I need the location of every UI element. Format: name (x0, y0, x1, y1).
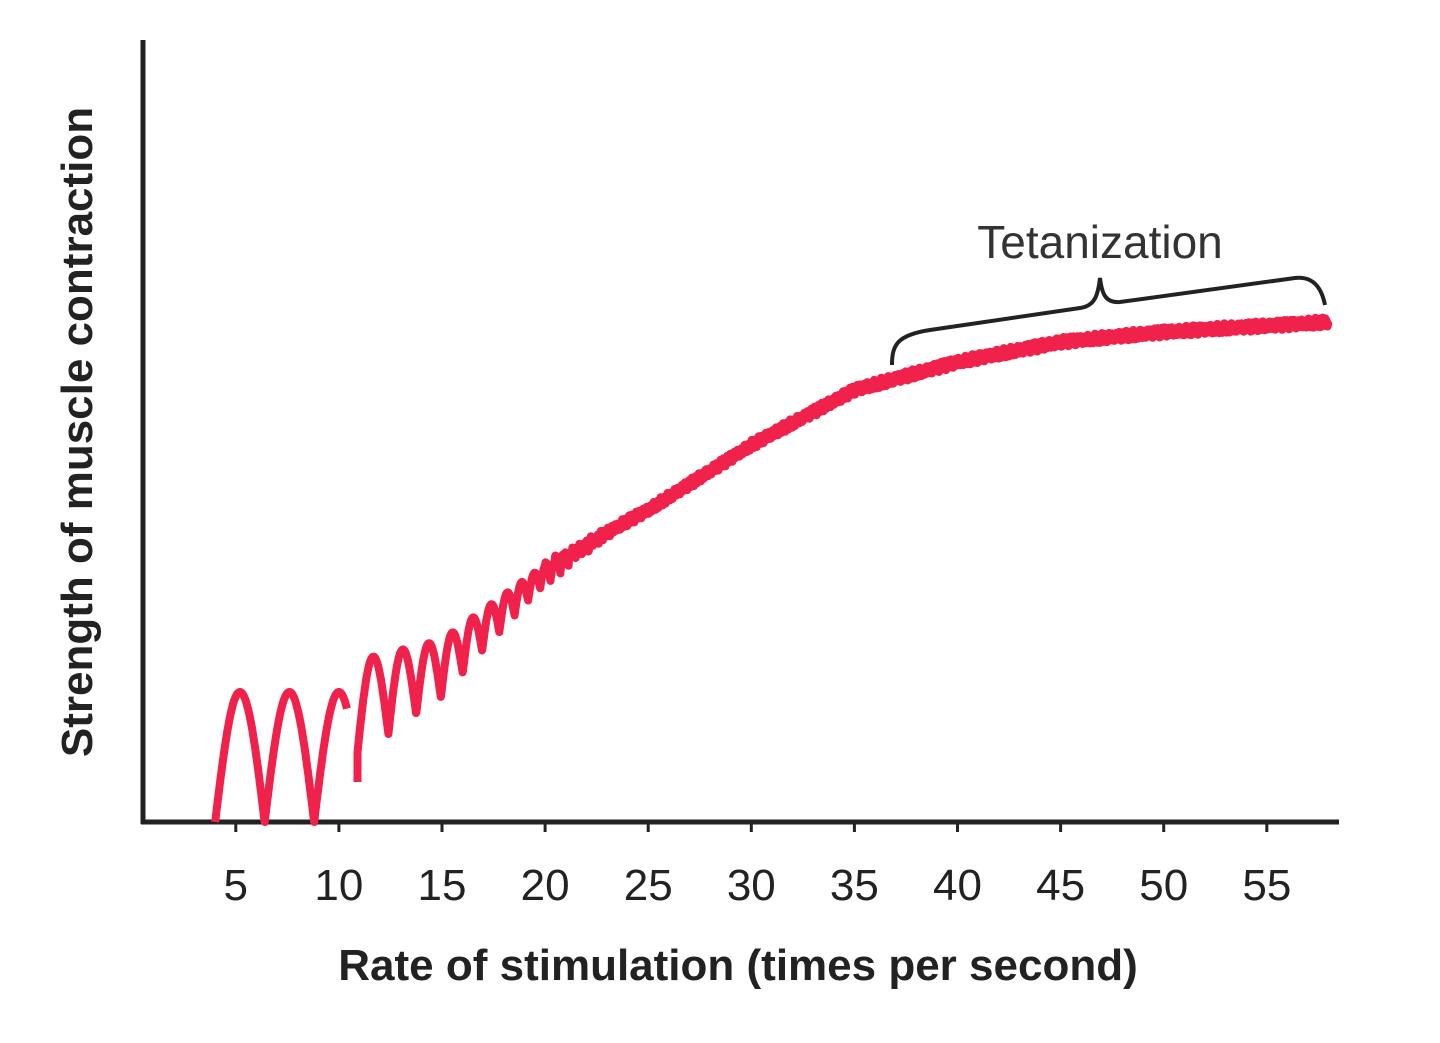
y-axis-title: Strength of muscle contraction (53, 107, 102, 757)
x-axis-title: Rate of stimulation (times per second) (338, 941, 1137, 990)
x-tick-label: 40 (933, 861, 982, 910)
x-tick-label: 50 (1139, 861, 1188, 910)
x-tick-label: 45 (1036, 861, 1085, 910)
x-tick-label: 10 (314, 861, 363, 910)
x-tick-label: 20 (521, 861, 570, 910)
x-tick-label: 25 (624, 861, 673, 910)
x-tick-label: 5 (224, 861, 248, 910)
x-tick-label: 30 (727, 861, 776, 910)
x-tick-label: 15 (418, 861, 467, 910)
annotation: Tetanization (977, 216, 1223, 268)
x-tick-label: 55 (1242, 861, 1291, 910)
brace (890, 275, 1327, 366)
x-tick-label: 35 (830, 861, 879, 910)
response-curve (211, 313, 1333, 826)
